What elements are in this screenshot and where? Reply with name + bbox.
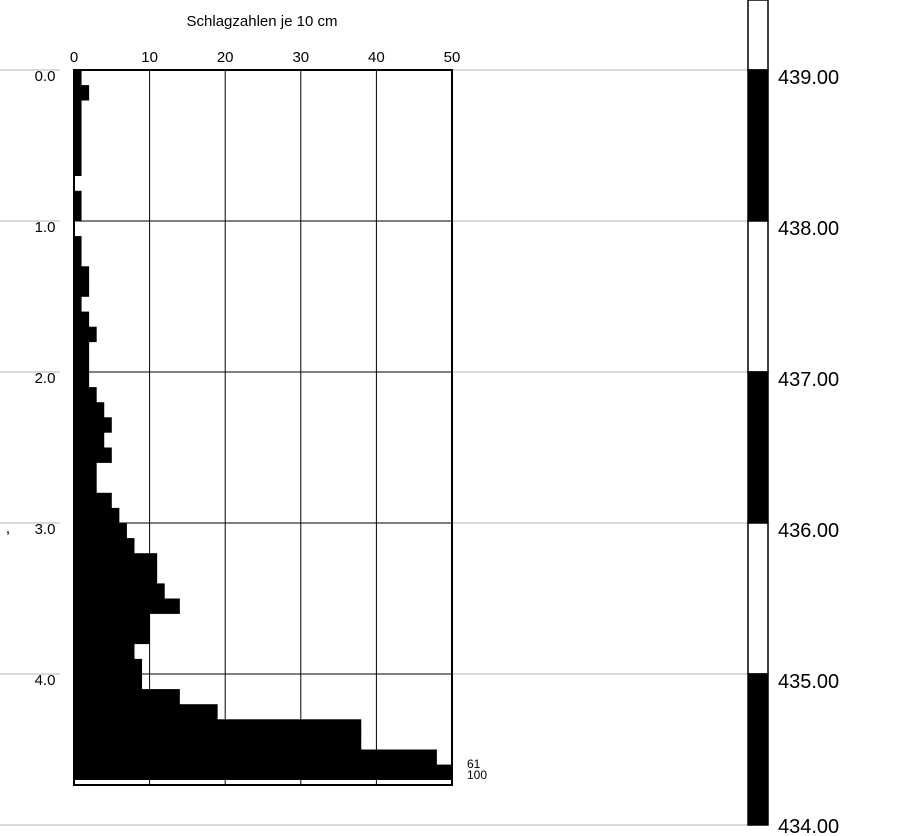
bar	[74, 417, 112, 433]
bar	[74, 85, 90, 101]
bar	[74, 538, 135, 554]
x-tick-label: 20	[217, 49, 234, 66]
bar	[74, 266, 90, 282]
bar	[74, 311, 90, 327]
bar	[74, 100, 82, 116]
bar	[74, 387, 97, 403]
bar	[74, 568, 158, 584]
bar	[74, 749, 437, 765]
elevation-segment	[747, 0, 769, 71]
bar	[74, 70, 82, 86]
bar	[74, 507, 120, 524]
elevation-label: 436.00	[778, 520, 839, 542]
bar	[74, 462, 97, 478]
bar	[74, 719, 362, 735]
overflow-label: 61	[467, 757, 481, 771]
bar	[74, 341, 90, 358]
bar	[74, 613, 150, 629]
bar	[74, 628, 150, 645]
elevation-segment	[747, 69, 769, 222]
bar	[74, 326, 97, 343]
bar	[74, 704, 218, 720]
bar	[74, 236, 82, 252]
bar	[74, 598, 180, 614]
bar	[74, 130, 82, 146]
plot-frame	[73, 69, 453, 786]
y-tick-label: 2.0	[35, 370, 56, 387]
elevation-segment	[747, 220, 769, 373]
bar	[74, 492, 112, 509]
bar	[74, 115, 82, 131]
bar	[74, 764, 452, 780]
bar	[74, 477, 97, 494]
bar	[74, 190, 82, 207]
x-tick-label: 40	[368, 49, 385, 66]
bar	[74, 251, 82, 267]
elevation-label: 438.00	[778, 218, 839, 240]
bar	[74, 160, 82, 176]
chart-title: Schlagzahlen je 10 cm	[187, 13, 338, 30]
bar	[74, 145, 82, 161]
bar	[74, 674, 143, 690]
overflow-label: 100	[467, 768, 487, 782]
bar	[74, 372, 90, 388]
bar	[74, 447, 112, 463]
bar	[74, 356, 90, 373]
y-tick-label: 4.0	[35, 672, 56, 689]
bar	[74, 583, 165, 599]
x-tick-label: 30	[292, 49, 309, 66]
x-tick-label: 10	[141, 49, 158, 66]
bar	[74, 734, 362, 750]
bar	[74, 432, 105, 448]
bar	[74, 281, 90, 297]
y-tick-label: 1.0	[35, 219, 56, 236]
y-tick-label: 0.0	[35, 68, 56, 85]
edge-mark: ,	[6, 520, 10, 537]
bar	[74, 689, 180, 705]
bar	[74, 402, 105, 418]
bar	[74, 205, 82, 222]
elevation-segment-tail	[747, 779, 769, 826]
elevation-label: 439.00	[778, 67, 839, 89]
bar	[74, 643, 135, 660]
elevation-segment	[747, 522, 769, 675]
elevation-label: 435.00	[778, 671, 839, 693]
x-tick-label: 0	[70, 49, 78, 66]
x-tick-label: 50	[444, 49, 461, 66]
bar	[74, 553, 158, 569]
elevation-label: 434.00	[778, 816, 839, 836]
bar	[74, 658, 143, 675]
elevation-segment	[747, 371, 769, 524]
y-tick-label: 3.0	[35, 521, 56, 538]
bar	[74, 523, 127, 539]
bar	[74, 296, 82, 312]
elevation-label: 437.00	[778, 369, 839, 391]
